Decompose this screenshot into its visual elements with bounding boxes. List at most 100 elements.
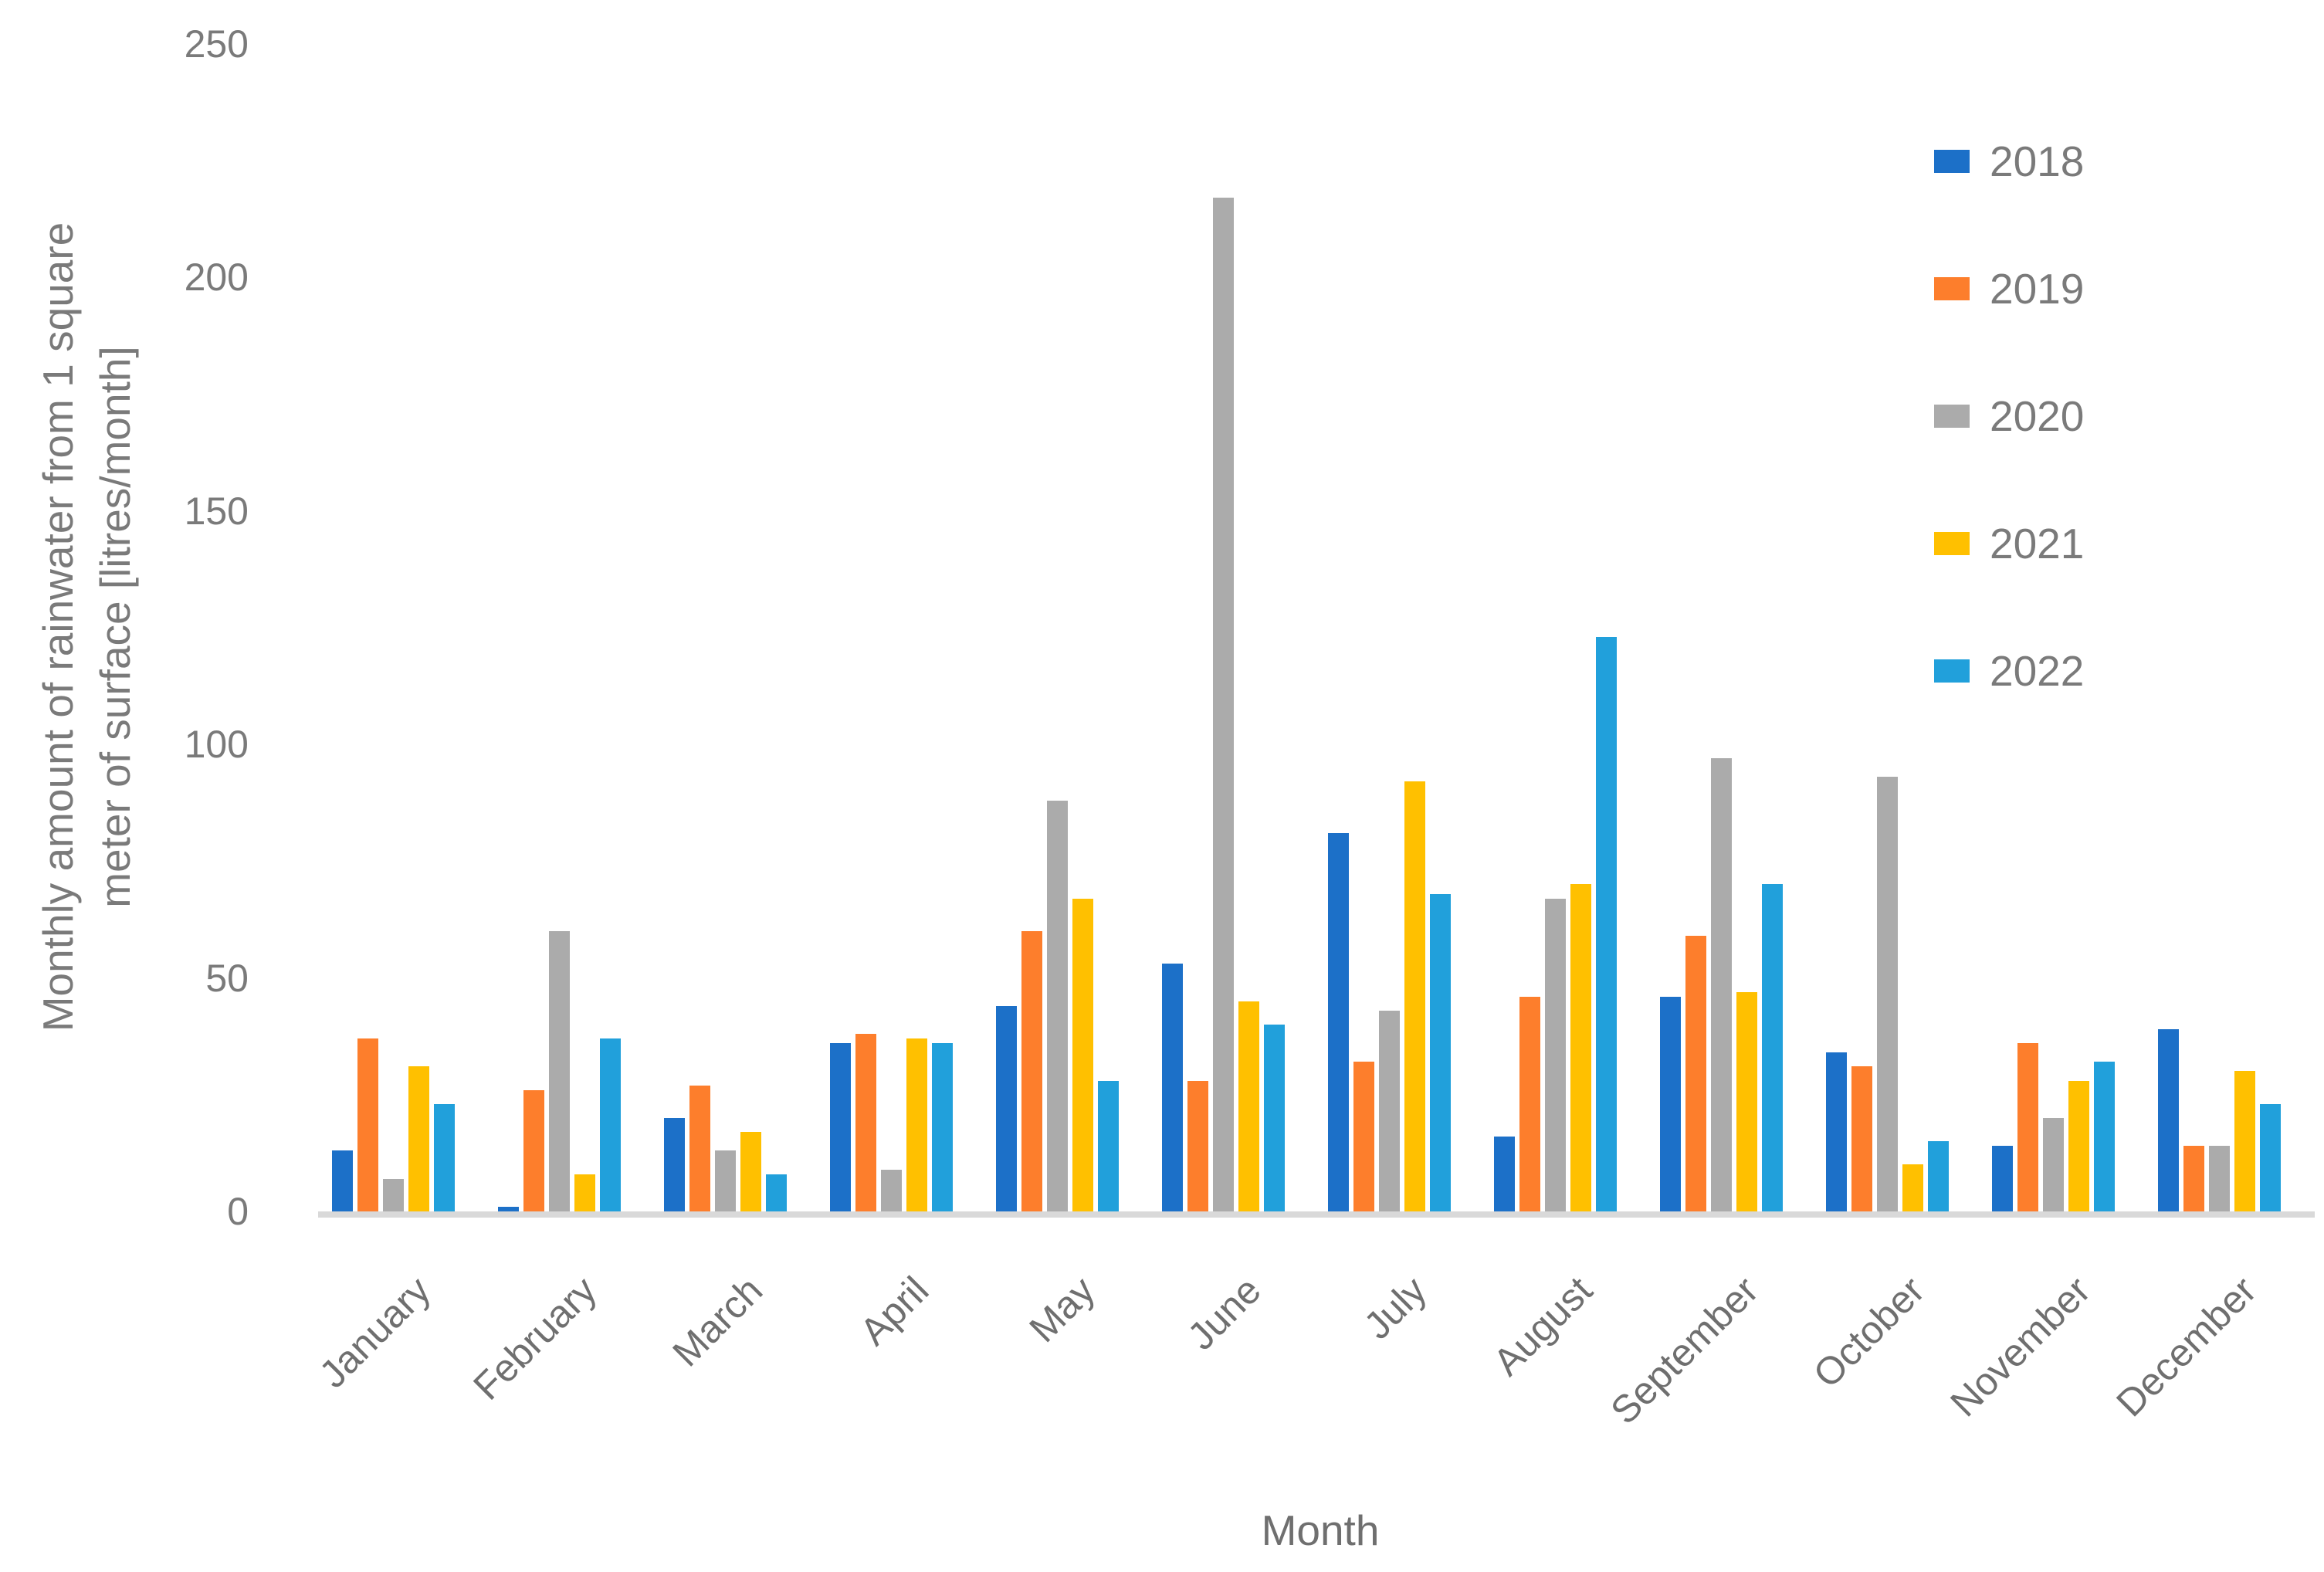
- x-axis-line: [318, 1211, 2315, 1218]
- bar-2020-september: [1711, 758, 1732, 1211]
- x-tick-label-february: February: [465, 1268, 605, 1408]
- x-tick-label-september: September: [1602, 1268, 1767, 1433]
- bar-2020-august: [1545, 899, 1566, 1211]
- bar-2019-july: [1353, 1062, 1374, 1211]
- bar-2019-september: [1685, 936, 1706, 1211]
- bar-2019-august: [1519, 997, 1540, 1211]
- bar-2020-june: [1213, 198, 1234, 1211]
- bar-2020-january: [383, 1179, 404, 1211]
- bar-2022-february: [600, 1038, 621, 1211]
- bar-2020-february: [549, 931, 570, 1211]
- bar-2021-june: [1238, 1001, 1259, 1211]
- bar-2018-november: [1992, 1146, 2013, 1211]
- bar-2019-january: [357, 1038, 378, 1211]
- bar-2020-october: [1877, 777, 1898, 1211]
- bar-2021-april: [906, 1038, 927, 1211]
- legend-swatch-2018: [1934, 150, 1970, 173]
- legend-label-2019: 2019: [1990, 265, 2085, 313]
- bar-2022-october: [1928, 1141, 1949, 1211]
- legend-item-2020: 2020: [1934, 392, 2084, 440]
- bar-2022-september: [1762, 884, 1783, 1211]
- bar-2021-august: [1570, 884, 1591, 1211]
- bar-2022-march: [766, 1174, 787, 1211]
- bar-2021-september: [1736, 992, 1757, 1211]
- bar-2021-may: [1072, 899, 1093, 1211]
- bar-2019-october: [1851, 1066, 1872, 1211]
- bar-2018-january: [332, 1150, 353, 1211]
- legend-swatch-2022: [1934, 659, 1970, 683]
- bar-2021-october: [1902, 1164, 1923, 1211]
- bar-2021-march: [740, 1132, 761, 1211]
- legend-label-2022: 2022: [1990, 647, 2085, 695]
- bar-2020-november: [2043, 1118, 2064, 1211]
- y-axis-title-line2: meter of surface [litres/month]: [91, 346, 139, 908]
- bar-2020-may: [1047, 801, 1068, 1211]
- legend-label-2018: 2018: [1990, 137, 2085, 185]
- legend-swatch-2021: [1934, 532, 1970, 555]
- bar-2018-december: [2158, 1029, 2179, 1211]
- x-tick-label-october: October: [1804, 1268, 1933, 1397]
- bar-2022-november: [2094, 1062, 2115, 1211]
- y-axis-title: Monthly amount of rainwater from 1 squar…: [29, 222, 144, 1032]
- bar-2022-december: [2260, 1104, 2281, 1211]
- bar-2020-december: [2209, 1146, 2230, 1211]
- bar-2019-february: [523, 1090, 544, 1211]
- bar-2021-november: [2068, 1081, 2089, 1211]
- y-axis-title-line1: Monthly amount of rainwater from 1 squar…: [33, 222, 82, 1032]
- y-tick-label-200: 200: [184, 256, 249, 299]
- bar-2020-april: [881, 1170, 902, 1211]
- bar-2021-july: [1404, 781, 1425, 1211]
- y-tick-label-0: 0: [227, 1190, 249, 1233]
- x-tick-label-august: August: [1485, 1268, 1601, 1384]
- y-tick-label-100: 100: [184, 723, 249, 766]
- bar-2021-february: [574, 1174, 595, 1211]
- x-tick-label-april: April: [851, 1268, 937, 1354]
- y-tick-label-50: 50: [205, 956, 249, 1000]
- bar-2018-september: [1660, 997, 1681, 1211]
- bar-2020-march: [715, 1150, 736, 1211]
- y-tick-label-150: 150: [184, 489, 249, 533]
- legend-swatch-2020: [1934, 405, 1970, 428]
- bar-2022-july: [1430, 894, 1451, 1211]
- bar-2019-june: [1187, 1081, 1208, 1211]
- legend-item-2018: 2018: [1934, 137, 2084, 185]
- bar-2021-january: [408, 1066, 429, 1211]
- legend: 2018 2019 2020 2021 2022: [1934, 137, 2084, 695]
- legend-swatch-2019: [1934, 277, 1970, 300]
- x-tick-label-december: December: [2108, 1268, 2265, 1425]
- bar-2018-july: [1328, 833, 1349, 1211]
- legend-label-2021: 2021: [1990, 520, 2085, 567]
- x-tick-label-may: May: [1020, 1268, 1103, 1351]
- x-tick-label-january: January: [310, 1268, 439, 1397]
- bar-2019-march: [689, 1086, 710, 1211]
- bar-2018-may: [996, 1006, 1017, 1211]
- x-tick-label-july: July: [1355, 1268, 1435, 1348]
- bar-2018-february: [498, 1207, 519, 1211]
- bar-2022-june: [1264, 1025, 1285, 1211]
- x-tick-label-november: November: [1942, 1268, 2099, 1425]
- legend-item-2021: 2021: [1934, 520, 2084, 567]
- x-tick-label-june: June: [1179, 1268, 1269, 1358]
- bar-2018-june: [1162, 964, 1183, 1211]
- bar-2018-april: [830, 1043, 851, 1211]
- bar-2022-may: [1098, 1081, 1119, 1211]
- bar-2021-december: [2234, 1071, 2255, 1211]
- bar-2018-march: [664, 1118, 685, 1211]
- bar-2019-december: [2183, 1146, 2204, 1211]
- bar-2022-august: [1596, 637, 1617, 1211]
- legend-item-2022: 2022: [1934, 647, 2084, 695]
- bar-2019-april: [855, 1034, 876, 1211]
- x-axis-title: Month: [1261, 1506, 1380, 1554]
- y-tick-label-250: 250: [184, 22, 249, 66]
- bar-2019-may: [1021, 931, 1042, 1211]
- bar-2020-july: [1379, 1011, 1400, 1211]
- legend-item-2019: 2019: [1934, 265, 2084, 313]
- bar-2018-october: [1826, 1052, 1847, 1211]
- bar-2022-april: [932, 1043, 953, 1211]
- bar-2022-january: [434, 1104, 455, 1211]
- x-tick-label-march: March: [664, 1268, 771, 1375]
- bar-2019-november: [2017, 1043, 2038, 1211]
- legend-label-2020: 2020: [1990, 392, 2085, 440]
- bar-2018-august: [1494, 1137, 1515, 1211]
